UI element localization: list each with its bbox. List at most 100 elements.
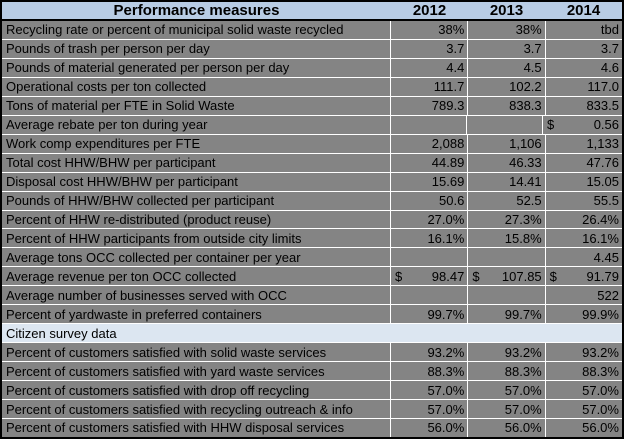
value-cell[interactable]: 56.0% <box>391 419 469 437</box>
value-cell[interactable]: 57.0% <box>582 401 619 417</box>
value-cell[interactable]: 3.7 <box>600 41 619 57</box>
value-cell[interactable]: 3.7 <box>391 39 469 58</box>
value-cell[interactable]: 47.76 <box>586 155 619 171</box>
amount-text: 91.79 <box>586 268 619 284</box>
measure-label-cell[interactable]: Pounds of HHW/BHW collected per particip… <box>2 191 391 210</box>
value-cell[interactable]: 38% <box>468 21 546 39</box>
measure-label-cell[interactable]: Disposal cost HHW/BHW per participant <box>2 172 391 191</box>
currency-symbol: $ <box>395 268 403 284</box>
value-cell[interactable]: 16.1% <box>391 229 469 248</box>
value-cell[interactable]: 102.2 <box>468 77 546 96</box>
value-cell[interactable]: 27.3% <box>468 210 546 229</box>
value-cell[interactable]: tbd <box>600 22 619 38</box>
value-cell[interactable]: 93.2% <box>391 343 469 362</box>
section-label-cell[interactable]: Citizen survey data <box>6 325 117 341</box>
measure-label-cell[interactable]: Recycling rate or percent of municipal s… <box>2 21 391 39</box>
table-row: Recycling rate or percent of municipal s… <box>2 21 622 39</box>
measure-label-cell[interactable]: Percent of customers satisfied with soli… <box>2 343 391 362</box>
measure-label-cell[interactable]: Tons of material per FTE in Solid Waste <box>2 96 391 115</box>
value-cell[interactable]: 93.2% <box>468 343 546 362</box>
table-row: Average tons OCC collected per container… <box>2 247 622 267</box>
amount-text: 107.85 <box>501 268 542 284</box>
value-cell[interactable]: 838.3 <box>468 96 546 115</box>
value-cell[interactable]: 88.3% <box>468 362 546 381</box>
value-cell[interactable]: 38% <box>391 21 469 39</box>
value-cell[interactable]: 99.9% <box>582 306 619 322</box>
value-cell[interactable]: 99.7% <box>468 305 546 324</box>
value-cell[interactable]: 15.05 <box>586 174 619 190</box>
value-cell[interactable]: 55.5 <box>593 193 619 209</box>
value-cell[interactable]: 4.45 <box>593 249 619 265</box>
measure-label-cell[interactable]: Percent of yardwaste in preferred contai… <box>2 305 391 324</box>
measure-label-cell[interactable]: Work comp expenditures per FTE <box>2 134 391 153</box>
value-cell[interactable]: 57.0% <box>391 400 469 419</box>
value-cell[interactable] <box>467 115 543 134</box>
table-title-cell[interactable]: Performance measures <box>2 2 391 19</box>
measure-label-cell[interactable]: Percent of customers satisfied with recy… <box>2 400 391 419</box>
measure-label-cell[interactable]: Percent of customers satisfied with yard… <box>2 362 391 381</box>
value-cell[interactable]: 56.0% <box>468 419 546 437</box>
measure-label-cell[interactable]: Percent of customers satisfied with HHW … <box>2 419 391 437</box>
value-cell[interactable]: 46.33 <box>468 153 546 172</box>
value-cell[interactable]: 26.4% <box>582 212 619 227</box>
value-cell[interactable] <box>468 286 546 305</box>
value-cell[interactable]: 56.0% <box>582 420 619 436</box>
value-cell[interactable]: 15.8% <box>468 229 546 248</box>
measure-label-cell[interactable]: Average rebate per ton during year <box>2 115 391 134</box>
value-cell[interactable]: 44.89 <box>391 153 469 172</box>
value-cell[interactable]: $91.79 <box>546 267 622 285</box>
value-cell[interactable]: 16.1% <box>582 230 619 246</box>
table-row: Percent of customers satisfied with HHW … <box>2 418 622 437</box>
value-cell[interactable]: 1,106 <box>468 134 546 153</box>
measure-label-cell[interactable]: Average number of businesses served with… <box>2 286 391 305</box>
value-cell[interactable]: 117.0 <box>587 79 619 95</box>
year-column-header-2013[interactable]: 2013 <box>468 2 545 19</box>
value-cell[interactable]: 14.41 <box>468 172 546 191</box>
value-cell[interactable]: 4.4 <box>391 58 469 77</box>
amount-text: 98.47 <box>431 268 465 284</box>
value-cell[interactable]: 15.69 <box>391 172 469 191</box>
measure-label-cell[interactable]: Percent of HHW participants from outside… <box>2 229 391 248</box>
value-cell[interactable] <box>391 115 467 134</box>
table-row: Pounds of trash per person per day 3.7 3.7… <box>2 38 622 58</box>
measure-label-cell[interactable]: Percent of customers satisfied with drop… <box>2 381 391 400</box>
value-cell[interactable]: 111.7 <box>391 77 469 96</box>
value-cell[interactable] <box>468 248 546 267</box>
value-cell[interactable]: $0.56 <box>543 116 622 134</box>
table-row: Percent of HHW re-distributed (product r… <box>2 209 622 229</box>
value-cell[interactable]: 57.0% <box>582 382 619 398</box>
value-cell[interactable]: 57.0% <box>468 400 546 419</box>
value-cell[interactable]: $98.47 <box>391 267 469 286</box>
value-cell[interactable]: 57.0% <box>468 381 546 400</box>
measure-label-cell[interactable]: Percent of HHW re-distributed (product r… <box>2 210 391 229</box>
year-column-header-2012[interactable]: 2012 <box>391 2 468 19</box>
measure-label-cell[interactable]: Operational costs per ton collected <box>2 77 391 96</box>
measure-label-cell[interactable]: Average revenue per ton OCC collected <box>2 267 391 286</box>
value-cell[interactable]: 789.3 <box>391 96 469 115</box>
measure-label-cell[interactable]: Pounds of trash per person per day <box>2 39 391 58</box>
table-row: Work comp expenditures per FTE 2,088 1,106… <box>2 133 622 153</box>
measure-label-cell[interactable]: Total cost HHW/BHW per participant <box>2 153 391 172</box>
year-column-header-2014[interactable]: 2014 <box>545 2 622 19</box>
measure-label-cell[interactable]: Average tons OCC collected per container… <box>2 248 391 267</box>
value-cell[interactable]: 88.3% <box>391 362 469 381</box>
value-cell[interactable]: 93.2% <box>582 344 619 360</box>
value-cell[interactable]: 833.5 <box>586 98 619 114</box>
value-cell[interactable]: 52.5 <box>468 191 546 210</box>
value-cell[interactable] <box>391 248 469 267</box>
value-cell[interactable]: 4.5 <box>468 58 546 77</box>
table-row: Percent of yardwaste in preferred contai… <box>2 304 622 324</box>
value-cell[interactable]: 4.6 <box>600 60 619 76</box>
value-cell[interactable]: 99.7% <box>391 305 469 324</box>
value-cell[interactable]: 88.3% <box>582 363 619 379</box>
value-cell[interactable] <box>391 286 469 305</box>
value-cell[interactable]: 50.6 <box>391 191 469 210</box>
value-cell[interactable]: $107.85 <box>468 267 546 286</box>
value-cell[interactable]: 3.7 <box>468 39 546 58</box>
value-cell[interactable]: 2,088 <box>391 134 469 153</box>
value-cell[interactable]: 522 <box>597 287 619 303</box>
value-cell[interactable]: 57.0% <box>391 381 469 400</box>
measure-label-cell[interactable]: Pounds of material generated per person … <box>2 58 391 77</box>
value-cell[interactable]: 1,133 <box>586 136 619 152</box>
value-cell[interactable]: 27.0% <box>391 210 469 229</box>
